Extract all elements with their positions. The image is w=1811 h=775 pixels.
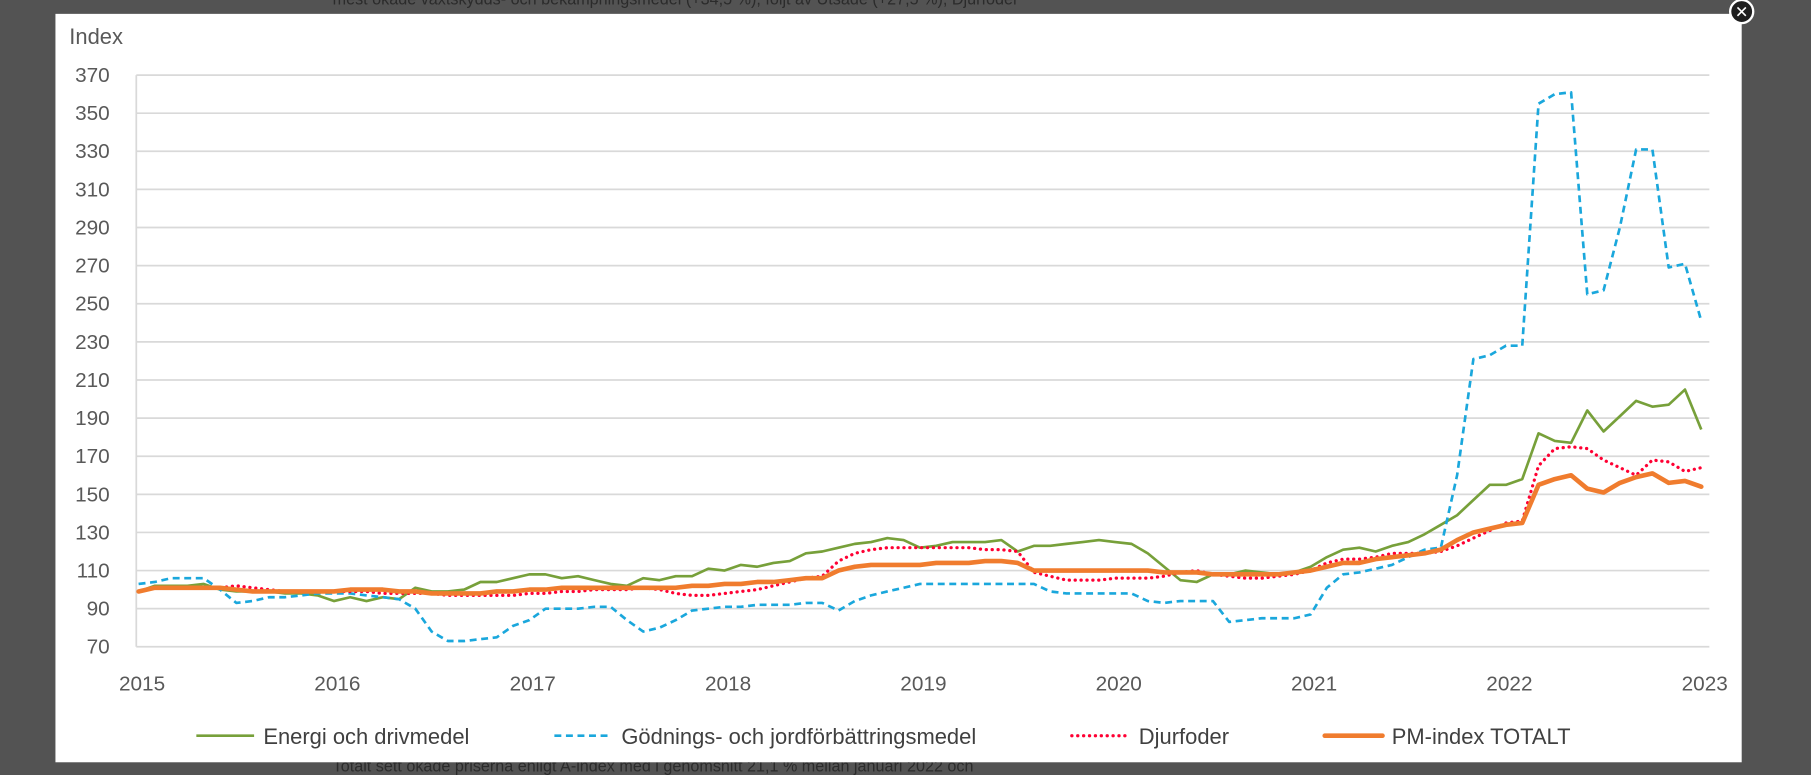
y-tick-label: 130 xyxy=(75,521,110,544)
y-tick-label: 150 xyxy=(75,483,110,506)
y-tick-label: 270 xyxy=(75,255,110,278)
series-line-2 xyxy=(136,445,1703,598)
x-tick-label: 2022 xyxy=(1486,673,1532,696)
y-tick-label: 350 xyxy=(75,102,110,125)
y-tick-label: 210 xyxy=(75,369,110,392)
y-tick-label: 110 xyxy=(77,559,110,582)
close-button[interactable]: ✕ xyxy=(1728,0,1755,25)
x-tick-label: 2023 xyxy=(1682,673,1728,696)
legend-label: Energi och drivmedel xyxy=(263,724,469,749)
y-tick-label: 170 xyxy=(75,445,110,468)
x-tick-label: 2015 xyxy=(119,673,165,696)
y-tick-label: 330 xyxy=(75,140,110,163)
x-tick-label: 2018 xyxy=(705,673,751,696)
legend-label: Gödnings- och jordförbättringsmedel xyxy=(621,724,976,749)
series-line-1 xyxy=(138,90,1703,643)
x-tick-label: 2016 xyxy=(314,673,360,696)
y-tick-label: 190 xyxy=(75,407,110,430)
close-icon: ✕ xyxy=(1734,2,1749,21)
series-line-0 xyxy=(138,388,1703,603)
x-tick-label: 2021 xyxy=(1291,673,1337,696)
legend-label: Djurfoder xyxy=(1139,724,1229,749)
x-tick-label: 2017 xyxy=(510,673,556,696)
legend-label: PM-index TOTALT xyxy=(1392,724,1571,749)
y-tick-label: 310 xyxy=(75,178,110,201)
y-tick-label: 230 xyxy=(75,331,110,354)
background-text-top: mest ökade växtskydds- och bekämpningsme… xyxy=(333,0,1019,8)
x-tick-label: 2019 xyxy=(900,673,946,696)
series-line-3 xyxy=(136,471,1704,596)
y-tick-label: 290 xyxy=(75,216,110,239)
y-axis-label: Index xyxy=(69,24,123,49)
chart-lightbox xyxy=(55,13,1742,763)
y-tick-label: 250 xyxy=(75,293,110,316)
y-tick-label: 370 xyxy=(75,64,110,87)
x-tick-label: 2020 xyxy=(1096,673,1142,696)
y-tick-label: 70 xyxy=(87,636,110,659)
y-tick-label: 90 xyxy=(87,598,110,621)
